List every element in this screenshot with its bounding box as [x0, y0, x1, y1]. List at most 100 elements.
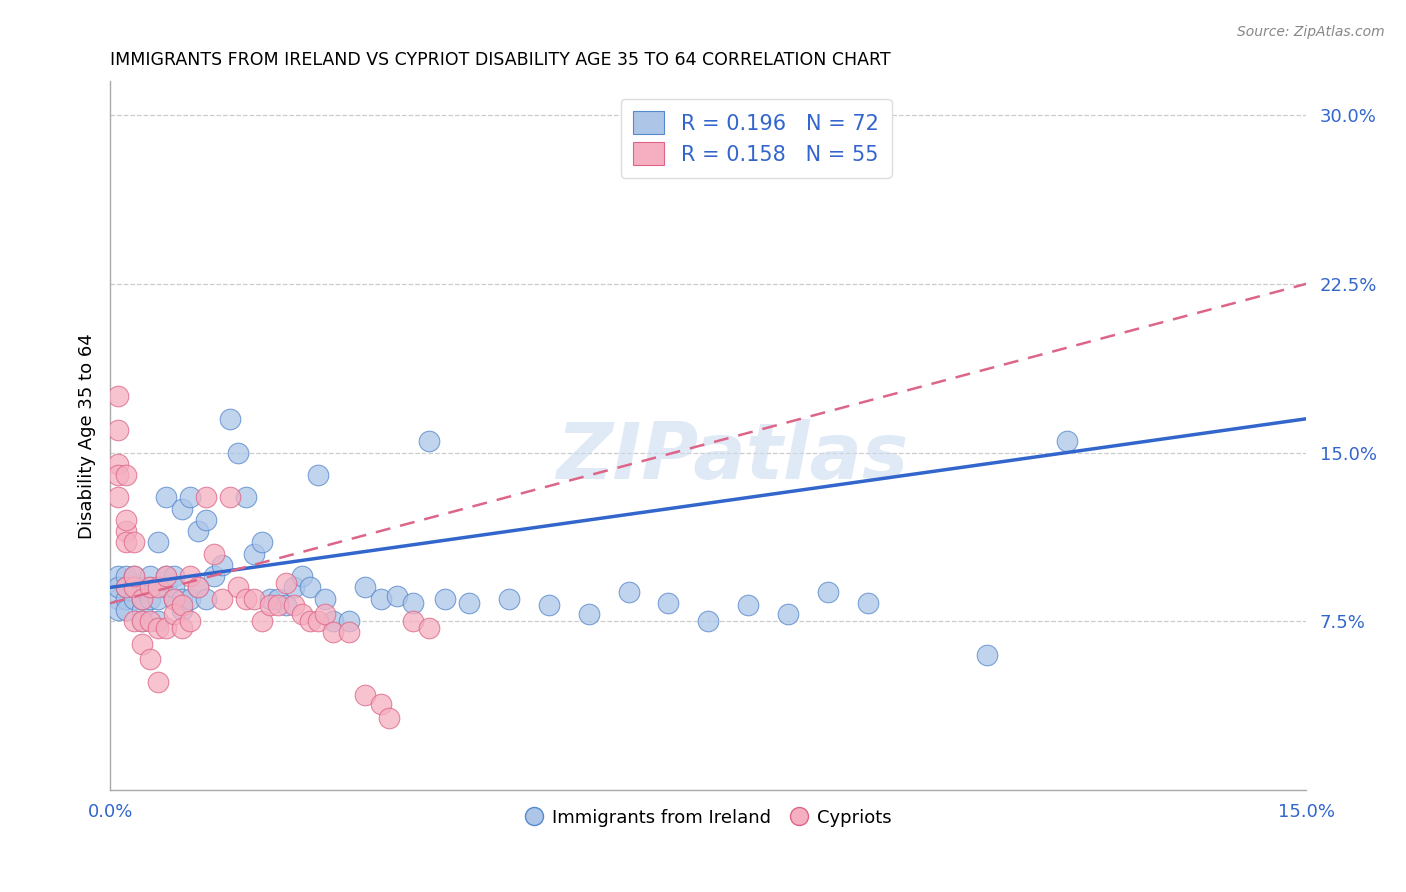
Point [697, 614, 720, 628]
Point [131, 614, 153, 628]
Point [298, 581, 321, 595]
Point [856, 596, 879, 610]
Point [187, 581, 209, 595]
Point [107, 569, 129, 583]
Point [226, 581, 249, 595]
Point [131, 603, 153, 617]
Legend: Immigrants from Ireland, Cypriots: Immigrants from Ireland, Cypriots [519, 802, 898, 834]
Point [179, 491, 201, 505]
Point [339, 614, 361, 628]
Point [163, 591, 186, 606]
Point [290, 569, 312, 583]
Point [1056, 434, 1078, 449]
Point [298, 614, 321, 628]
Point [122, 569, 145, 583]
Point [211, 591, 233, 606]
Point [163, 581, 186, 595]
Point [155, 569, 177, 583]
Point [259, 591, 281, 606]
Point [115, 603, 138, 617]
Point [115, 468, 138, 483]
Point [194, 591, 217, 606]
Point [122, 569, 145, 583]
Point [139, 581, 162, 595]
Text: Source: ZipAtlas.com: Source: ZipAtlas.com [1237, 25, 1385, 39]
Y-axis label: Disability Age 35 to 64: Disability Age 35 to 64 [79, 333, 96, 539]
Point [354, 581, 377, 595]
Text: IMMIGRANTS FROM IRELAND VS CYPRIOT DISABILITY AGE 35 TO 64 CORRELATION CHART: IMMIGRANTS FROM IRELAND VS CYPRIOT DISAB… [110, 51, 891, 69]
Point [378, 711, 401, 725]
Point [107, 591, 129, 606]
Point [250, 535, 273, 549]
Point [322, 625, 344, 640]
Point [194, 513, 217, 527]
Point [179, 614, 201, 628]
Point [115, 524, 138, 539]
Point [122, 535, 145, 549]
Point [155, 491, 177, 505]
Point [107, 423, 129, 437]
Point [115, 535, 138, 549]
Point [122, 581, 145, 595]
Point [370, 698, 392, 712]
Point [107, 491, 129, 505]
Point [131, 591, 153, 606]
Point [115, 569, 138, 583]
Point [131, 614, 153, 628]
Point [170, 501, 193, 516]
Point [179, 569, 201, 583]
Point [107, 581, 129, 595]
Point [617, 585, 640, 599]
Point [202, 569, 225, 583]
Point [187, 524, 209, 539]
Point [737, 599, 759, 613]
Point [370, 591, 392, 606]
Point [314, 591, 336, 606]
Point [307, 468, 329, 483]
Point [290, 607, 312, 622]
Point [131, 591, 153, 606]
Point [146, 675, 169, 690]
Point [170, 621, 193, 635]
Point [139, 652, 162, 666]
Point [107, 603, 129, 617]
Point [354, 689, 377, 703]
Point [139, 569, 162, 583]
Point [402, 614, 425, 628]
Point [498, 591, 520, 606]
Point [139, 614, 162, 628]
Point [163, 591, 186, 606]
Point [283, 581, 305, 595]
Point [458, 596, 481, 610]
Point [226, 445, 249, 459]
Point [218, 491, 240, 505]
Point [146, 621, 169, 635]
Point [202, 547, 225, 561]
Point [250, 614, 273, 628]
Point [776, 607, 799, 622]
Point [155, 569, 177, 583]
Point [307, 614, 329, 628]
Point [235, 491, 257, 505]
Point [170, 599, 193, 613]
Point [578, 607, 600, 622]
Point [146, 535, 169, 549]
Point [817, 585, 839, 599]
Point [274, 576, 297, 591]
Point [322, 614, 344, 628]
Point [170, 603, 193, 617]
Point [235, 591, 257, 606]
Point [146, 614, 169, 628]
Point [139, 581, 162, 595]
Point [115, 581, 138, 595]
Text: ZIPatlas: ZIPatlas [555, 419, 908, 495]
Point [402, 596, 425, 610]
Point [283, 599, 305, 613]
Point [211, 558, 233, 572]
Point [418, 434, 440, 449]
Point [179, 591, 201, 606]
Point [194, 491, 217, 505]
Point [657, 596, 679, 610]
Point [218, 411, 240, 425]
Point [115, 513, 138, 527]
